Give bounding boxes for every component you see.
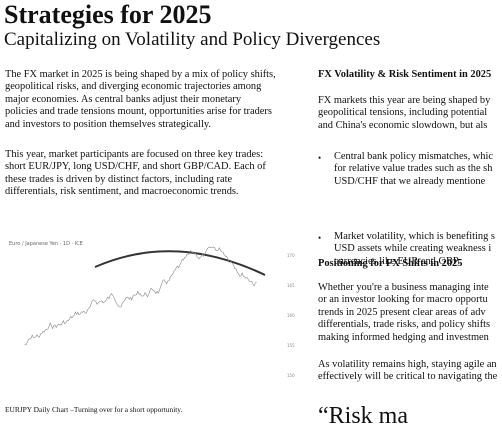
paragraph: This year, market participants are focus… xyxy=(5,149,266,199)
text-line: policies and trade tensions mount, oppor… xyxy=(5,106,272,118)
paragraph: The FX market in 2025 is being shaped by… xyxy=(5,69,276,131)
text-line: trends in 2025 present clear areas of ad… xyxy=(318,306,486,318)
text-line: The FX market in 2025 is being shaped by… xyxy=(5,69,276,80)
svg-text:170: 170 xyxy=(287,253,295,258)
svg-text:155: 155 xyxy=(287,343,295,348)
title: Strategies for 2025 xyxy=(4,0,212,29)
text-line: currencies like EUR and GBP. xyxy=(334,255,461,267)
text-line: making informed hedging and investmen xyxy=(318,331,489,343)
text-line: This year, market participants are focus… xyxy=(5,149,264,160)
chart-image: Euro / Japanese Yen · 1D · ICE 170 165 160… xyxy=(5,237,303,397)
text-line: As volatility remains high, staying agil… xyxy=(318,359,497,370)
quote: “Risk ma xyxy=(318,403,408,429)
svg-text:Euro / Japanese Yen · 1D · ICE: Euro / Japanese Yen · 1D · ICE xyxy=(9,241,83,247)
caption: EURJPY Daily Chart –Turning over for a s… xyxy=(5,405,183,414)
text-line: major economies. As central banks adjust… xyxy=(5,93,242,105)
paragraph: As volatility remains high, staying agil… xyxy=(318,359,497,384)
text-line: USD/CHF that we already mentione xyxy=(334,175,486,187)
heading: Positioning for FX Shifts in 2025 xyxy=(318,258,463,269)
text-line: USD assets while creating weakness i xyxy=(334,243,492,255)
svg-text:160: 160 xyxy=(287,313,295,318)
text-line: these trades is driven by distinct facto… xyxy=(5,173,233,185)
text-line: geopolitical tensions, including potenti… xyxy=(318,107,488,119)
text-line: FX markets this year are being shaped by xyxy=(318,95,491,106)
text-line: Whether you're a business managing inte xyxy=(318,282,489,293)
text-line: and investors to position themselves str… xyxy=(5,118,211,130)
text-line: or an investor looking for macro opportu xyxy=(318,294,488,306)
text-line: Central bank policy mismatches, whic xyxy=(334,151,493,162)
text-line: geopolitical risks, and diverging econom… xyxy=(5,81,262,93)
bullet: Market volatility, which is benefiting s… xyxy=(334,231,495,268)
text-line: differentials, risk sentiment, and macro… xyxy=(5,186,239,198)
subtitle: Capitalizing on Volatility and Policy Di… xyxy=(4,29,381,50)
svg-text:165: 165 xyxy=(287,283,295,288)
svg-text:150: 150 xyxy=(287,373,295,378)
paragraph: Whether you're a business managing inte o… xyxy=(318,282,490,344)
heading: FX Volatility & Risk Sentiment in 2025 xyxy=(318,69,492,80)
text-line: short EUR/JPY, long USD/CHF, and short G… xyxy=(5,161,266,173)
bullet-dot: • xyxy=(318,233,322,243)
bullet-dot: • xyxy=(318,153,322,163)
text-line: and China's economic slowdown, but als xyxy=(318,119,488,131)
text-line: differentials, trade risks, and policy s… xyxy=(318,319,491,331)
text-line: Market volatility, which is benefiting s xyxy=(334,231,495,242)
text-line: effectively will be critical to navigati… xyxy=(318,371,498,383)
bullet: Central bank policy mismatches, whic for … xyxy=(334,151,493,188)
paragraph: FX markets this year are being shaped by… xyxy=(318,95,490,132)
text-line: for relative value trades such as the sh xyxy=(334,163,493,175)
